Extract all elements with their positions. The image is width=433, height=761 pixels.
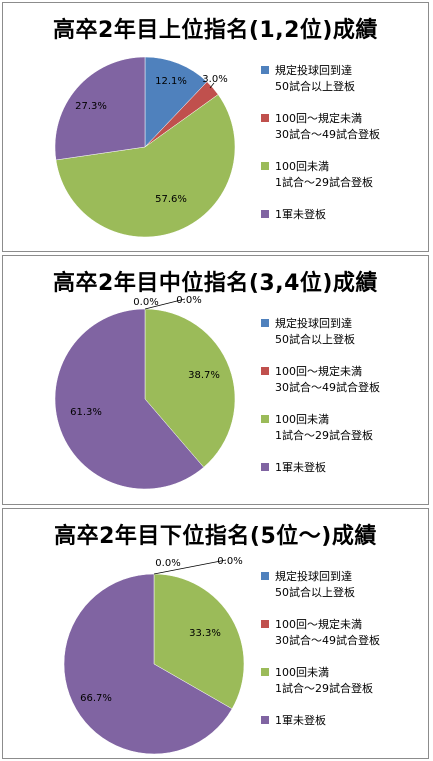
legend-swatch [261, 162, 269, 170]
legend-label: 100回～規定未満 [275, 618, 362, 631]
legend-2: 規定投球回到達 50試合以上登板 100回～規定未満 30試合～49試合登板 100… [261, 316, 380, 508]
legend-item: 100回～規定未満 30試合～49試合登板 [261, 617, 380, 665]
legend-item: 1軍未登板 [261, 460, 380, 508]
chart-title-3: 高卒2年目下位指名(5位～)成績 [54, 524, 377, 549]
legend-swatch [261, 319, 269, 327]
legend-label: 1試合～29試合登板 [275, 429, 373, 442]
legend-label: 50試合以上登板 [275, 80, 355, 93]
data-label: 3.0% [202, 74, 227, 85]
legend-swatch [261, 114, 269, 122]
legend-swatch [261, 716, 269, 724]
legend-label: 規定投球回到達 [275, 570, 352, 583]
legend-item: 1軍未登板 [261, 207, 380, 255]
legend-item: 規定投球回到達 50試合以上登板 [261, 316, 380, 364]
data-label: 57.6% [155, 194, 187, 205]
data-label: 0.0% [133, 297, 158, 308]
pie-slice [153, 573, 245, 710]
leader-line [153, 559, 227, 575]
pie-slice [144, 56, 208, 148]
legend-label: 30試合～49試合登板 [275, 381, 380, 394]
legend-swatch [261, 572, 269, 580]
legend-label: 30試合～49試合登板 [275, 128, 380, 141]
legend-label: 規定投球回到達 [275, 317, 352, 330]
data-label: 0.0% [176, 295, 201, 306]
data-label: 66.7% [80, 693, 112, 704]
legend-label: 100回未満 [275, 666, 329, 679]
legend-label: 100回～規定未満 [275, 365, 362, 378]
legend-label: 1試合～29試合登板 [275, 682, 373, 695]
legend-swatch [261, 620, 269, 628]
legend-item: 規定投球回到達 50試合以上登板 [261, 63, 380, 111]
legend-swatch [261, 367, 269, 375]
legend-label: 1軍未登板 [275, 714, 326, 727]
legend-item: 100回～規定未満 30試合～49試合登板 [261, 111, 380, 159]
legend-swatch [261, 463, 269, 471]
legend-swatch [261, 668, 269, 676]
data-label: 0.0% [217, 556, 242, 567]
chart-title-1: 高卒2年目上位指名(1,2位)成績 [53, 18, 378, 43]
pie-slice [144, 308, 236, 468]
data-label: 38.7% [188, 370, 220, 381]
legend-swatch [261, 66, 269, 74]
pie-slice [63, 573, 233, 755]
legend-label: 100回未満 [275, 160, 329, 173]
chart-panel-1: 高卒2年目上位指名(1,2位)成績 12.1% 3.0% 57.6% 27.3% 規定… [2, 2, 429, 252]
data-label: 0.0% [155, 558, 180, 569]
legend-label: 50試合以上登板 [275, 586, 355, 599]
pie-chart-1: 12.1% 3.0% 57.6% 27.3% [54, 56, 236, 238]
chart-title-2: 高卒2年目中位指名(3,4位)成績 [53, 271, 378, 296]
legend-label: 100回～規定未満 [275, 112, 362, 125]
leader-line [209, 82, 215, 89]
data-label: 33.3% [189, 628, 221, 639]
leader-line [144, 298, 186, 310]
pie-slice [54, 308, 205, 490]
legend-swatch [261, 415, 269, 423]
legend-3: 規定投球回到達 50試合以上登板 100回～規定未満 30試合～49試合登板 100… [261, 569, 380, 761]
legend-swatch [261, 210, 269, 218]
legend-item: 規定投球回到達 50試合以上登板 [261, 569, 380, 617]
legend-item: 100回～規定未満 30試合～49試合登板 [261, 364, 380, 412]
chart-panel-3: 高卒2年目下位指名(5位～)成績 0.0% 0.0% 33.3% 66.7% 規定投球… [2, 508, 429, 759]
pie-slice [55, 94, 236, 238]
legend-item: 100回未満 1試合～29試合登板 [261, 159, 380, 207]
legend-label: 1軍未登板 [275, 461, 326, 474]
legend-label: 1軍未登板 [275, 208, 326, 221]
pie-slice [54, 56, 146, 161]
data-label: 61.3% [70, 407, 102, 418]
data-label: 12.1% [155, 76, 187, 87]
legend-label: 規定投球回到達 [275, 64, 352, 77]
legend-item: 100回未満 1試合～29試合登板 [261, 412, 380, 460]
pie-chart-2: 0.0% 0.0% 38.7% 61.3% [54, 295, 236, 490]
legend-label: 30試合～49試合登板 [275, 634, 380, 647]
legend-label: 1試合～29試合登板 [275, 176, 373, 189]
chart-panel-2: 高卒2年目中位指名(3,4位)成績 0.0% 0.0% 38.7% 61.3% 規定投… [2, 255, 429, 505]
legend-item: 100回未満 1試合～29試合登板 [261, 665, 380, 713]
legend-label: 50試合以上登板 [275, 333, 355, 346]
legend-1: 規定投球回到達 50試合以上登板 100回～規定未満 30試合～49試合登板 100… [261, 63, 380, 255]
legend-label: 100回未満 [275, 413, 329, 426]
data-label: 27.3% [75, 101, 107, 112]
legend-item: 1軍未登板 [261, 713, 380, 761]
pie-chart-3: 0.0% 0.0% 33.3% 66.7% [63, 556, 245, 755]
